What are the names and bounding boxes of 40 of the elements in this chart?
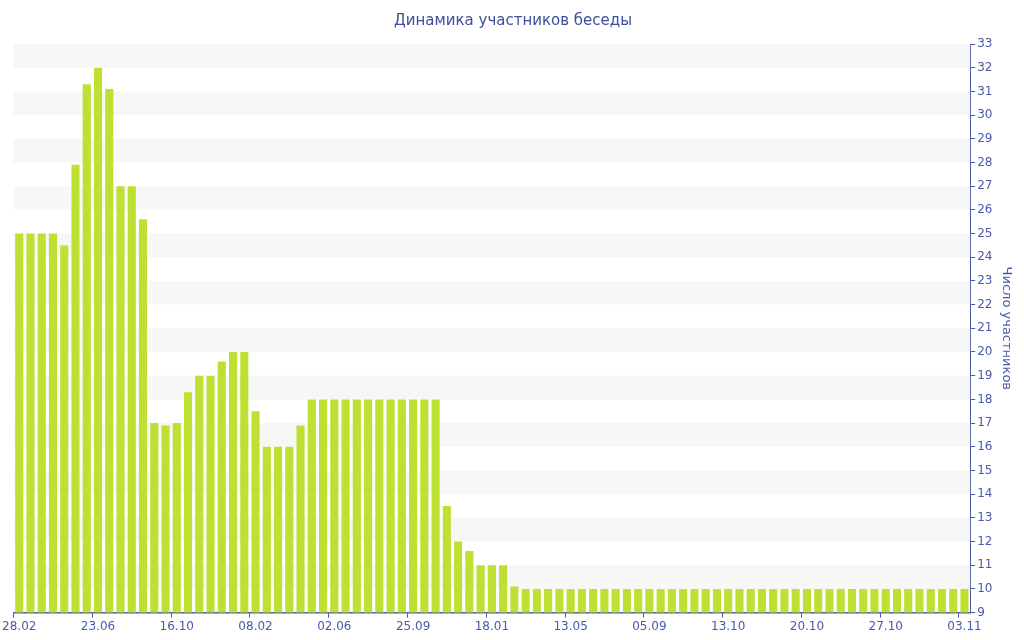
- chart-title: Динамика участников беседы: [393, 10, 633, 29]
- y-tick-label: 25: [977, 225, 993, 240]
- x-tick-label: 18.01: [474, 618, 510, 633]
- x-tick-label: 05.09: [632, 618, 667, 633]
- x-tick-label: 16.10: [159, 618, 194, 633]
- y-tick-label: 15: [977, 462, 993, 477]
- y-tick-label: 31: [977, 83, 993, 98]
- y-tick-label: 14: [977, 486, 993, 501]
- x-tick-label: 25.09: [395, 618, 431, 633]
- x-tick-label: 13.05: [553, 618, 588, 633]
- y-tick-label: 12: [977, 533, 993, 548]
- y-tick-label: 24: [977, 249, 993, 264]
- x-tick-label: 02.06: [317, 618, 352, 633]
- x-tick-label: 28.02: [2, 618, 37, 633]
- y-tick-label: 18: [977, 391, 993, 406]
- x-tick-label: 08.02: [238, 618, 273, 633]
- y-tick-label: 9: [977, 604, 985, 619]
- y-tick-label: 29: [977, 130, 993, 145]
- y-tick-label: 30: [977, 107, 993, 122]
- x-tick-label: 20.10: [789, 618, 825, 633]
- y-tick-label: 33: [977, 36, 993, 51]
- y-tick-label: 28: [977, 154, 993, 169]
- y-tick-label: 16: [977, 438, 993, 453]
- x-tick-label: 27.10: [868, 618, 903, 633]
- x-tick-label: 23.06: [80, 618, 116, 633]
- y-tick-label: 10: [977, 581, 993, 596]
- y-tick-label: 27: [977, 178, 993, 193]
- y-tick-label: 22: [977, 296, 993, 311]
- y-tick-label: 20: [977, 344, 993, 359]
- y-tick-label: 21: [977, 320, 993, 335]
- x-tick-label: 03.11: [947, 618, 982, 633]
- y-tick-label: 17: [977, 415, 993, 430]
- y-axis-title: Число участников: [999, 266, 1015, 390]
- y-tick-label: 19: [977, 367, 993, 382]
- y-tick-label: 32: [977, 59, 993, 74]
- y-tick-label: 23: [977, 273, 993, 288]
- x-tick-label: 13.10: [711, 618, 746, 633]
- y-tick-label: 26: [977, 201, 993, 216]
- y-tick-label: 13: [977, 509, 993, 524]
- y-tick-label: 11: [977, 557, 993, 572]
